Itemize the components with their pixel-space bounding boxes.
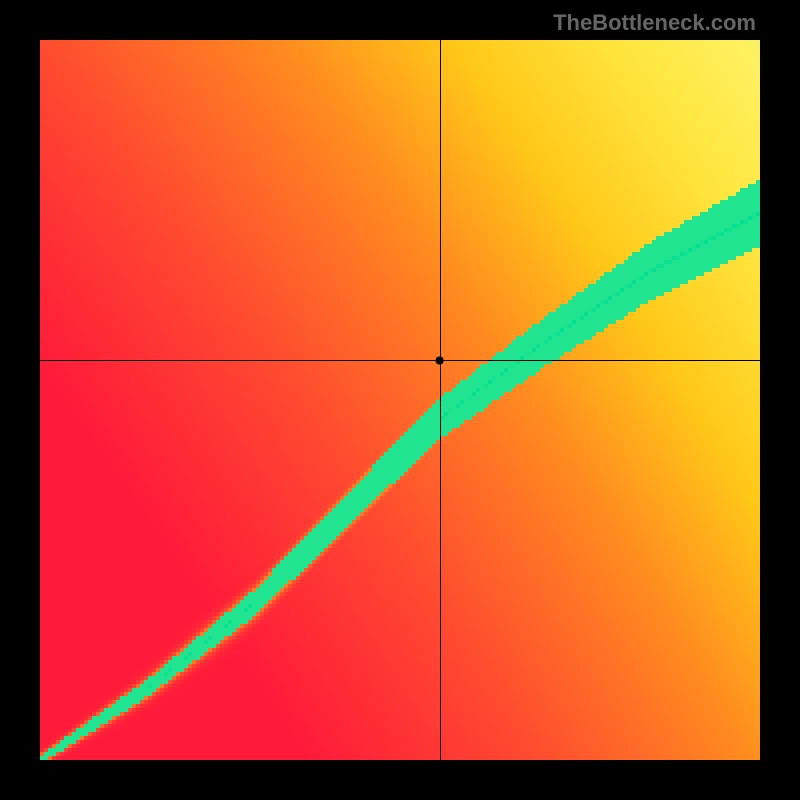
chart-frame: TheBottleneck.com [0, 0, 800, 800]
heatmap-canvas [0, 0, 800, 800]
watermark-text: TheBottleneck.com [553, 10, 756, 36]
